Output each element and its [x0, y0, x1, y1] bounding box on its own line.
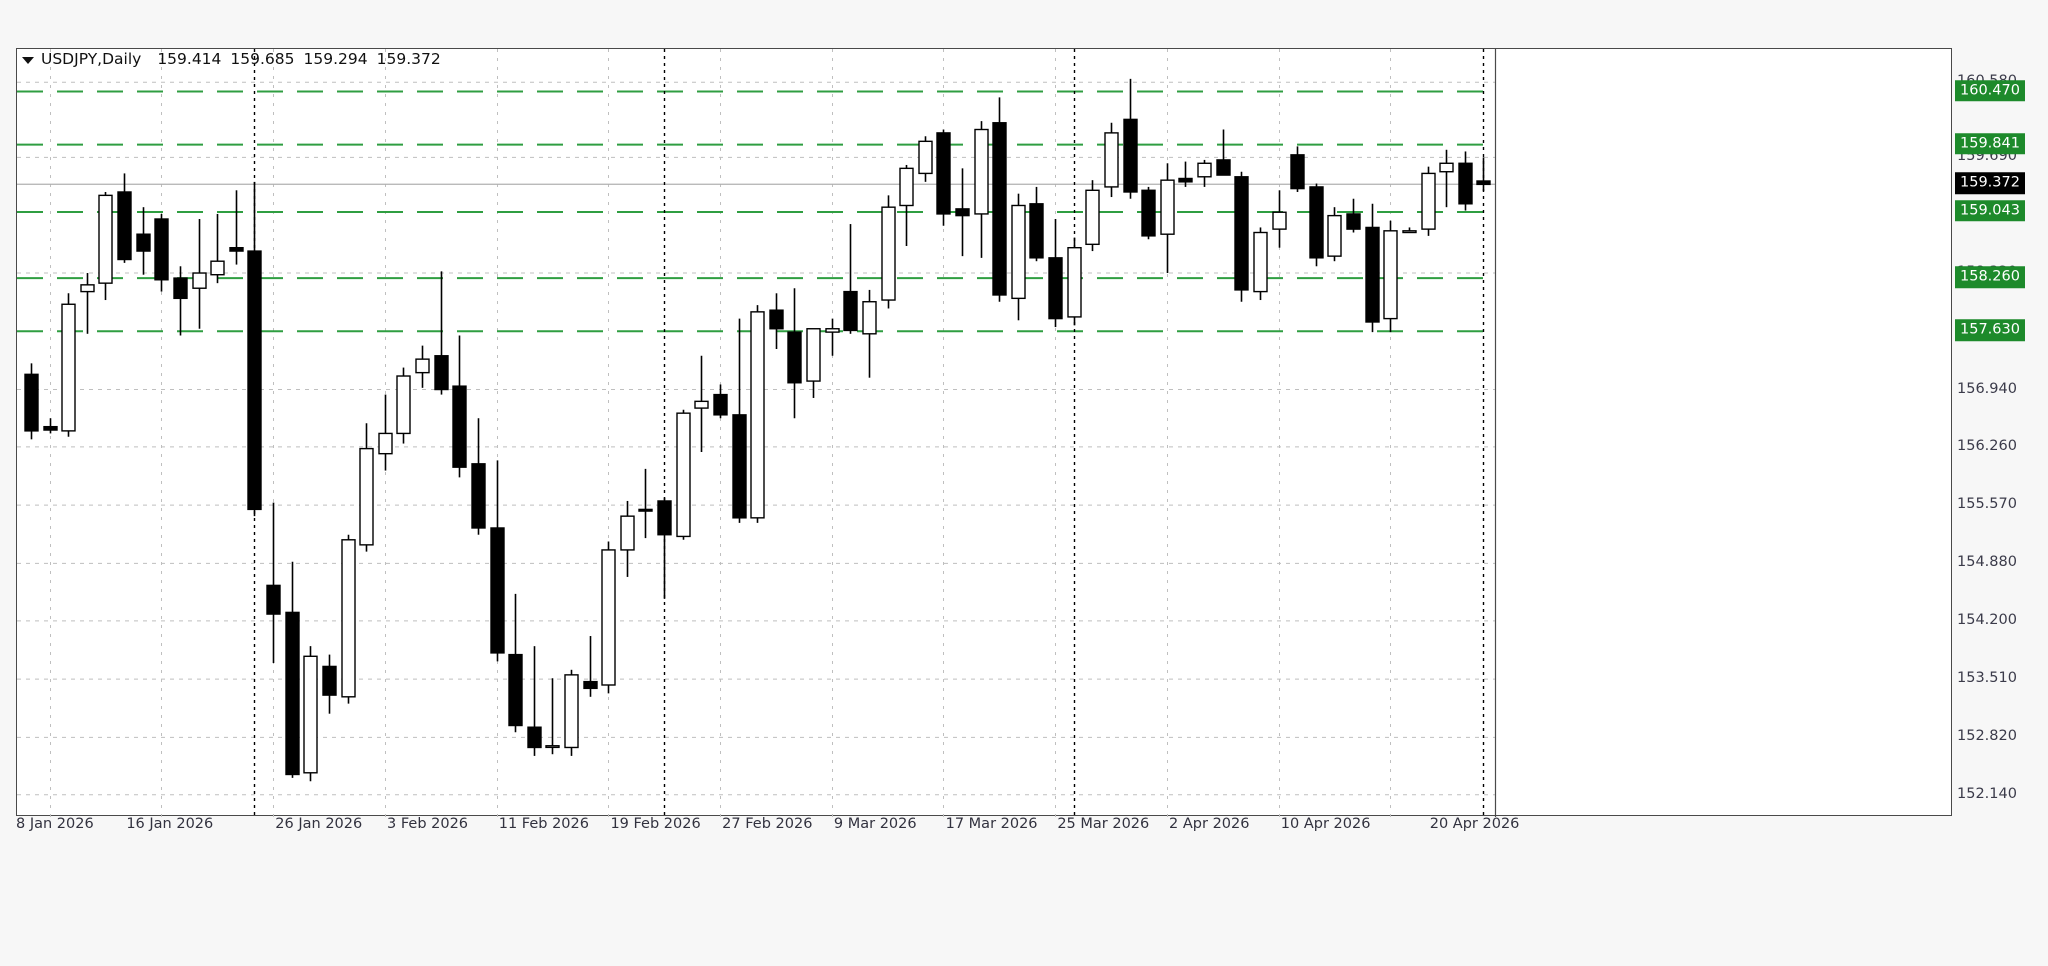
chart-symbol-header[interactable]: USDJPY,Daily 159.414 159.685 159.294 159…	[22, 50, 441, 68]
candlestick-plot-area[interactable]	[17, 49, 1953, 817]
triangle-down-icon[interactable]	[22, 57, 34, 65]
price-axis-tick: 153.510	[1957, 669, 2017, 686]
current-price-tag[interactable]: 159.372	[1955, 172, 2025, 194]
price-level-tag[interactable]: 160.470	[1955, 79, 2025, 102]
price-level-tag[interactable]: 158.260	[1955, 266, 2025, 288]
date-axis-tick: 26 Jan 2026	[275, 816, 363, 832]
ohlc-open: 159.414	[157, 50, 222, 68]
ohlc-high: 159.685	[230, 50, 295, 68]
date-axis-tick: 20 Apr 2026	[1429, 816, 1520, 832]
date-axis[interactable]: 8 Jan 2026 16 Jan 2026 26 Jan 2026 3 Feb 20…	[16, 817, 1952, 843]
date-axis-tick: 16 Jan 2026	[126, 816, 214, 832]
price-axis-tick: 156.260	[1957, 437, 2017, 454]
date-axis-tick: 27 Feb 2026	[722, 816, 813, 832]
price-axis-tick: 155.570	[1957, 495, 2017, 512]
price-axis-tick: 156.940	[1957, 380, 2017, 397]
price-chart-panel[interactable]	[16, 48, 1953, 817]
price-level-tag[interactable]: 157.630	[1955, 319, 2025, 342]
price-axis-tick: 152.820	[1957, 728, 2017, 745]
ohlc-readout: 159.414 159.685 159.294 159.372	[157, 50, 441, 68]
date-axis-tick: 17 Mar 2026	[945, 816, 1038, 832]
candlestick-svg	[17, 49, 1497, 817]
price-axis[interactable]: 160.580159.690158.320156.940156.260155.5…	[1953, 48, 2048, 816]
chart-symbol-label: USDJPY,Daily	[41, 50, 142, 68]
date-axis-tick: 10 Apr 2026	[1280, 816, 1371, 832]
date-axis-tick: 3 Feb 2026	[387, 816, 469, 832]
price-axis-tick: 152.140	[1957, 785, 2017, 802]
ohlc-close: 159.372	[376, 50, 441, 68]
date-axis-tick: 2 Apr 2026	[1169, 816, 1250, 832]
date-axis-tick: 19 Feb 2026	[610, 816, 701, 832]
ohlc-low: 159.294	[303, 50, 368, 68]
footer: FXopen Forex Invest Group OÜ Investment …	[0, 852, 2048, 966]
price-axis-tick: 154.880	[1957, 554, 2017, 571]
date-axis-tick: 25 Mar 2026	[1057, 816, 1150, 832]
price-axis-tick: 154.200	[1957, 611, 2017, 628]
price-level-tag[interactable]: 159.043	[1955, 200, 2025, 222]
date-axis-tick: 11 Feb 2026	[498, 816, 589, 832]
price-level-tag[interactable]: 159.841	[1955, 132, 2025, 155]
date-axis-tick: 9 Mar 2026	[833, 816, 917, 832]
date-axis-tick: 8 Jan 2026	[16, 816, 94, 832]
